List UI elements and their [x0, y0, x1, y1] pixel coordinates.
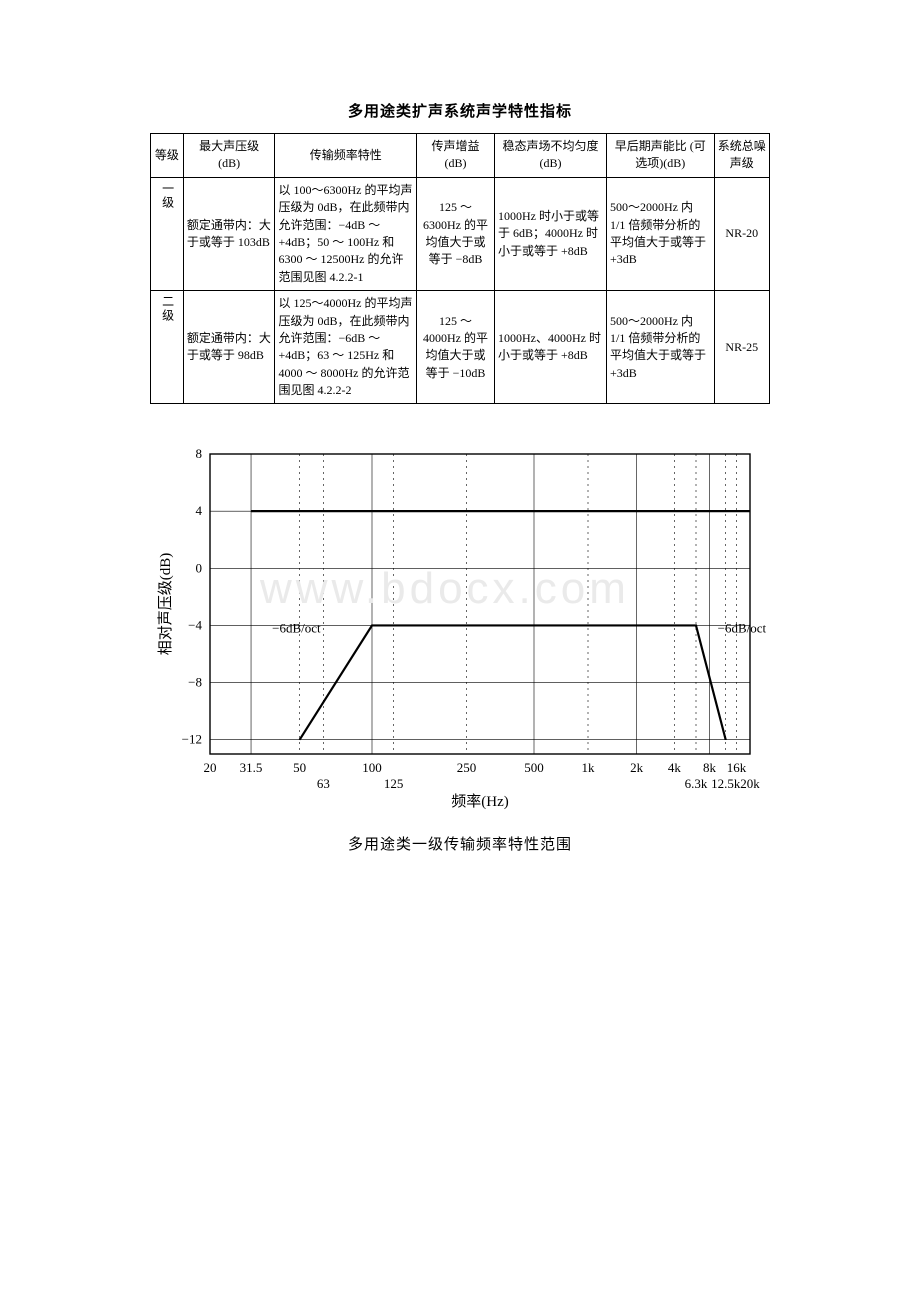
svg-text:频率(Hz): 频率(Hz) [451, 793, 508, 810]
col-freq: 传输频率特性 [275, 134, 416, 178]
cell-grade-1: 一级 [151, 177, 184, 290]
svg-text:4k: 4k [668, 760, 682, 775]
svg-text:2k: 2k [630, 760, 644, 775]
svg-text:−4: −4 [188, 618, 202, 633]
cell-uniformity-2: 1000Hz、4000Hz 时小于或等于 +8dB [495, 291, 607, 404]
svg-text:20k: 20k [740, 776, 760, 791]
cell-earlylate-2: 500～2000Hz 内 1/1 倍频带分析的平均值大于或等于 +3dB [607, 291, 715, 404]
svg-text:1k: 1k [582, 760, 596, 775]
cell-grade-2: 二级 [151, 291, 184, 404]
cell-freq-2: 以 125～4000Hz 的平均声压级为 0dB，在此频带内允许范围：−6dB … [275, 291, 416, 404]
svg-text:相对声压级(dB): 相对声压级(dB) [156, 553, 174, 656]
cell-freq-1: 以 100～6300Hz 的平均声压级为 0dB，在此频带内允许范围：−4dB … [275, 177, 416, 290]
svg-text:8k: 8k [703, 760, 717, 775]
cell-gain-1: 125 ～ 6300Hz 的平均值大于或等于 −8dB [416, 177, 494, 290]
svg-text:−6dB/oct: −6dB/oct [718, 621, 767, 636]
svg-text:20: 20 [204, 760, 217, 775]
svg-text:250: 250 [457, 760, 477, 775]
chart-svg: −12 −8 −4 0 4 8 20 31.5 50 63 100125 250 500 1k 2k 4k6.… [150, 434, 790, 814]
col-grade: 等级 [151, 134, 184, 178]
svg-text:−12: −12 [182, 732, 202, 747]
col-earlylate: 早后期声能比 (可选项)(dB) [607, 134, 715, 178]
svg-text:8: 8 [196, 446, 203, 461]
cell-gain-2: 125 ～ 4000Hz 的平均值大于或等于 −10dB [416, 291, 494, 404]
cell-maxspl-1: 额定通带内：大于或等于 103dB [183, 177, 275, 290]
svg-text:31.5: 31.5 [240, 760, 263, 775]
cell-maxspl-2: 额定通带内：大于或等于 98dB [183, 291, 275, 404]
svg-text:6.3k: 6.3k [685, 776, 708, 791]
table-row: 一级 额定通带内：大于或等于 103dB 以 100～6300Hz 的平均声压级… [151, 177, 770, 290]
svg-text:−8: −8 [188, 675, 202, 690]
svg-text:−6dB/oct: −6dB/oct [272, 621, 321, 636]
table-row: 二级 额定通带内：大于或等于 98dB 以 125～4000Hz 的平均声压级为… [151, 291, 770, 404]
cell-noise-2: NR-25 [714, 291, 769, 404]
col-gain: 传声增益 (dB) [416, 134, 494, 178]
cell-earlylate-1: 500～2000Hz 内 1/1 倍频带分析的平均值大于或等于 +3dB [607, 177, 715, 290]
table-title: 多用途类扩声系统声学特性指标 [150, 100, 770, 121]
cell-uniformity-1: 1000Hz 时小于或等于 6dB；4000Hz 时小于或等于 +8dB [495, 177, 607, 290]
col-noise: 系统总噪声级 [714, 134, 769, 178]
svg-text:16k: 16k [727, 760, 747, 775]
svg-text:63: 63 [317, 776, 330, 791]
svg-text:12.5k: 12.5k [711, 776, 741, 791]
svg-text:4: 4 [196, 504, 203, 519]
frequency-chart: www.bdocx.com −12−8−40482031.55063100125… [150, 434, 770, 819]
svg-text:125: 125 [384, 776, 404, 791]
spec-table: 等级 最大声压级 (dB) 传输频率特性 传声增益 (dB) 稳态声场不均匀度(… [150, 133, 770, 404]
col-maxspl: 最大声压级 (dB) [183, 134, 275, 178]
svg-text:0: 0 [196, 561, 203, 576]
svg-text:500: 500 [524, 760, 544, 775]
table-header-row: 等级 最大声压级 (dB) 传输频率特性 传声增益 (dB) 稳态声场不均匀度(… [151, 134, 770, 178]
svg-text:100: 100 [362, 760, 382, 775]
chart-caption: 多用途类一级传输频率特性范围 [150, 833, 770, 854]
col-uniformity: 稳态声场不均匀度(dB) [495, 134, 607, 178]
svg-text:50: 50 [293, 760, 306, 775]
cell-noise-1: NR-20 [714, 177, 769, 290]
